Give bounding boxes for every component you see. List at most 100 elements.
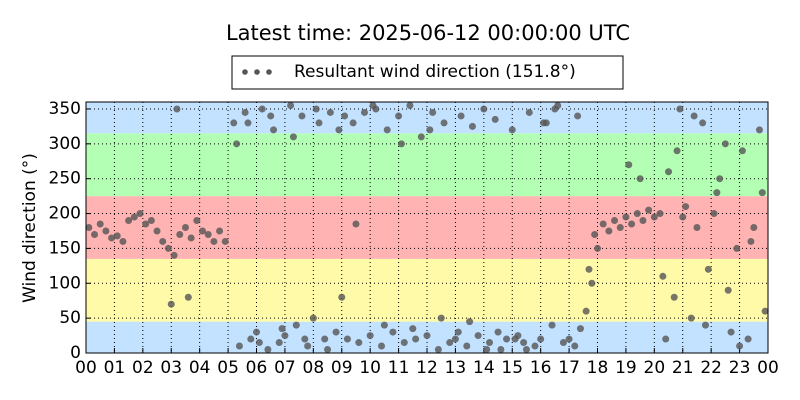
x-tick-label: 07 [274,358,296,378]
data-point [349,119,357,127]
data-point [574,112,582,120]
data-point [721,140,729,148]
data-point [571,342,579,350]
data-point [616,224,624,231]
data-point [343,335,351,343]
data-point [738,147,746,155]
data-point [341,112,349,120]
data-point [309,314,317,322]
data-point [690,112,698,120]
data-point [287,101,295,109]
data-point [96,220,104,228]
data-point [142,220,150,228]
data-point [389,328,397,336]
data-point [645,206,653,214]
data-point [244,119,252,127]
y-tick-label: 0 [70,343,81,363]
data-point [85,224,93,231]
data-point [551,105,559,113]
legend-box [231,55,624,90]
data-point [494,328,502,336]
data-point [446,339,454,347]
x-tick-label: 01 [104,358,126,378]
y-tick-label: 100 [49,273,81,293]
data-point [497,346,505,354]
data-point [656,210,664,218]
data-point [724,286,732,294]
data-point [622,213,630,221]
data-point [199,227,207,235]
data-point [304,342,312,350]
data-point [136,210,144,218]
x-tick-label: 10 [359,358,381,378]
data-point [701,321,709,329]
data-point [687,314,695,322]
x-tick-label: 06 [246,358,268,378]
x-tick-label: 00 [757,358,779,378]
x-tick-label: 11 [388,358,410,378]
legend-label: Resultant wind direction (151.8°) [294,62,576,82]
data-point [378,342,386,350]
data-point [366,332,374,340]
data-point [315,119,323,127]
data-point [352,220,360,228]
data-point [247,335,255,343]
data-point [193,217,201,225]
data-point [324,346,332,354]
legend-marker [254,69,260,75]
data-point [628,220,636,228]
data-point [755,126,763,134]
data-point [636,175,644,183]
x-tick-label: 12 [416,358,438,378]
data-point [531,342,539,350]
data-point [693,224,701,231]
data-point [400,339,408,347]
data-point [733,244,741,252]
x-tick-label: 05 [217,358,239,378]
data-point [599,220,607,228]
data-point [639,217,647,225]
data-point [184,293,192,301]
data-point [230,119,238,127]
data-point [673,147,681,155]
data-point [565,335,573,343]
legend-marker [266,69,272,75]
chart-title: Latest time: 2025-06-12 00:00:00 UTC [226,21,630,45]
data-point [520,339,528,347]
data-point [255,339,263,347]
data-point [164,244,172,252]
data-point [369,101,377,109]
data-point [395,112,403,120]
data-point [525,108,533,116]
data-point [463,342,471,350]
data-point [548,321,556,329]
data-point [326,108,334,116]
y-tick-label: 300 [49,134,81,154]
data-point [503,335,511,343]
x-tick-label: 18 [587,358,609,378]
data-point [540,119,548,127]
x-tick-label: 13 [445,358,467,378]
data-point [332,328,340,336]
data-point [113,232,121,240]
y-tick-label: 50 [59,308,81,328]
data-point [275,339,283,347]
data-point [298,112,306,120]
data-point [312,105,320,113]
y-axis-label: Wind direction (°) [20,153,40,303]
data-point [576,325,584,333]
data-point [582,307,590,315]
data-point [699,119,707,127]
x-tick-label: 03 [160,358,182,378]
data-point [713,189,721,197]
data-point [181,224,189,231]
data-point [625,161,633,169]
data-point [605,227,613,235]
data-point [264,346,272,354]
data-point [761,307,769,315]
data-point [682,203,690,211]
data-point [633,210,641,218]
data-point [130,213,138,221]
x-tick-label: 22 [700,358,722,378]
